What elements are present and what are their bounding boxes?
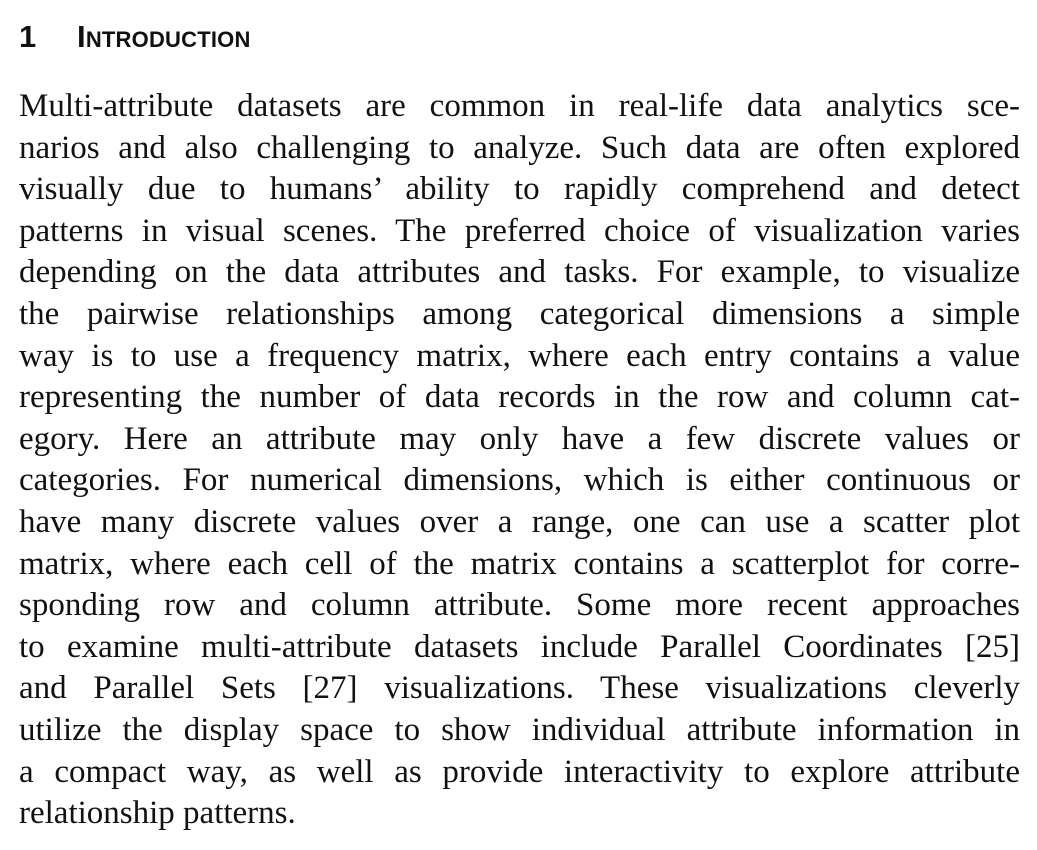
paragraph-line: have many discrete values over a range, … <box>19 503 1020 540</box>
paragraph-line: Multi-attribute datasets are common in r… <box>19 88 1020 124</box>
paragraph-line: utilize the display space to show indivi… <box>19 711 1020 748</box>
paragraph-line: and Parallel Sets [27] visualizations. T… <box>19 670 1020 707</box>
paragraph-line: egory. Here an attribute may only have a… <box>19 420 1020 457</box>
paragraph-line: matrix, where each cell of the matrix co… <box>19 545 1020 582</box>
paragraph-line: representing the number of data records … <box>19 379 1020 416</box>
paragraph-line: patterns in visual scenes. The preferred… <box>19 212 1020 249</box>
paragraph-line: way is to use a frequency matrix, where … <box>19 337 1020 374</box>
section-number: 1 <box>19 19 37 54</box>
paragraph-line: visually due to humans’ ability to rapid… <box>19 171 1020 208</box>
paragraph-line: to examine multi-attribute datasets incl… <box>19 628 1020 665</box>
paragraph-line: sponding row and column attribute. Some … <box>19 587 1020 624</box>
paragraph-line: a compact way, as well as provide intera… <box>19 753 1020 790</box>
paragraph-line: relationship patterns. <box>19 795 296 832</box>
paragraph-line: categories. For numerical dimensions, wh… <box>19 462 1020 499</box>
paragraph-line: narios and also challenging to analyze. … <box>19 129 1020 166</box>
paragraph-line: depending on the data attributes and tas… <box>19 254 1020 291</box>
introduction-paragraph: Multi-attribute datasets are common in r… <box>19 86 1020 835</box>
section-title: Introduction <box>77 19 251 54</box>
paragraph-line: the pairwise relationships among categor… <box>19 295 1020 332</box>
section-heading: 1 Introduction <box>19 18 251 56</box>
